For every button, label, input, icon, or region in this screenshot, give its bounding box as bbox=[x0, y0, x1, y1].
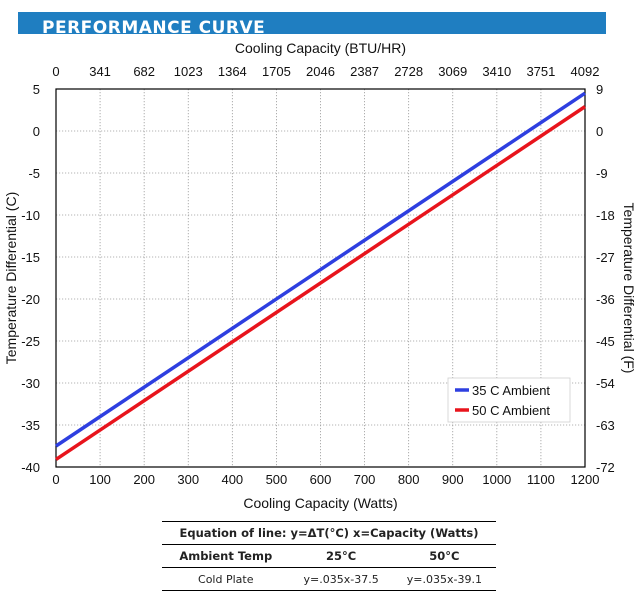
right-tick-label: 9 bbox=[596, 82, 603, 97]
x-tick-label: 1200 bbox=[571, 472, 600, 487]
table-cell: Cold Plate bbox=[162, 567, 290, 591]
y-tick-label: 0 bbox=[33, 124, 40, 139]
x-tick-label: 1100 bbox=[527, 472, 555, 487]
right-axis-title: Temperature Differential (F) bbox=[621, 203, 636, 374]
x-tick-label: 300 bbox=[177, 472, 199, 487]
top-axis-title: Cooling Capacity (BTU/HR) bbox=[235, 40, 406, 56]
x-tick-label: 800 bbox=[398, 472, 420, 487]
right-tick-label: -9 bbox=[596, 166, 608, 181]
top-tick-label: 1364 bbox=[218, 64, 247, 79]
right-tick-label: -63 bbox=[596, 418, 615, 433]
y-tick-label: -15 bbox=[21, 250, 40, 265]
table-cell: y=.035x-37.5 bbox=[289, 567, 393, 591]
column-header: Ambient Temp bbox=[162, 544, 290, 568]
right-tick-label: -54 bbox=[596, 376, 615, 391]
equation-table-title-row: Equation of line: y=ΔT(°C) x=Capacity (W… bbox=[162, 521, 496, 545]
legend-box bbox=[447, 377, 571, 423]
column-header: 50°C bbox=[392, 544, 496, 568]
right-tick-label: -36 bbox=[596, 292, 615, 307]
y-tick-label: -35 bbox=[21, 418, 40, 433]
page-title: PERFORMANCE CURVE bbox=[42, 18, 266, 34]
top-tick-label: 1023 bbox=[174, 64, 203, 79]
x-tick-label: 1000 bbox=[482, 472, 511, 487]
x-tick-label: 500 bbox=[266, 472, 288, 487]
legend-label: 50 C Ambient bbox=[472, 403, 550, 418]
performance-chart: 0 100 200 300 400 500 600 700 800 900 1000 1100 1200… bbox=[3, 40, 636, 511]
x-tick-label: 400 bbox=[221, 472, 243, 487]
top-tick-label: 682 bbox=[133, 64, 155, 79]
x-tick-label: 900 bbox=[442, 472, 464, 487]
x-tick-label: 0 bbox=[52, 472, 59, 487]
right-tick-label: 0 bbox=[596, 124, 603, 139]
y-axis-title: Temperature Differential (C) bbox=[3, 192, 19, 364]
top-tick-label: 4092 bbox=[571, 64, 600, 79]
top-tick-label: 2728 bbox=[394, 64, 423, 79]
equation-table-header-row: Ambient Temp 25°C 50°C bbox=[162, 544, 496, 568]
x-tick-label: 600 bbox=[310, 472, 332, 487]
y-tick-label: -5 bbox=[28, 166, 40, 181]
right-tick-label: -27 bbox=[596, 250, 615, 265]
column-header: 25°C bbox=[289, 544, 393, 568]
series-line bbox=[55, 105, 586, 461]
y-tick-label: 5 bbox=[33, 82, 40, 97]
top-tick-label: 3410 bbox=[482, 64, 511, 79]
table-cell: y=.035x-39.1 bbox=[392, 567, 496, 591]
top-tick-label: 1705 bbox=[262, 64, 291, 79]
top-tick-label: 2387 bbox=[350, 64, 379, 79]
y-tick-label: -20 bbox=[21, 292, 40, 307]
series-line bbox=[55, 91, 586, 448]
top-tick-label: 3751 bbox=[526, 64, 555, 79]
table-row: Cold Plate y=.035x-37.5 y=.035x-39.1 bbox=[162, 567, 496, 591]
x-axis-title: Cooling Capacity (Watts) bbox=[243, 495, 397, 511]
header-banner: PERFORMANCE CURVE bbox=[18, 12, 606, 34]
right-tick-label: -18 bbox=[596, 208, 615, 223]
plot-frame bbox=[55, 88, 586, 468]
legend-label: 35 C Ambient bbox=[472, 383, 550, 398]
x-tick-label: 700 bbox=[354, 472, 376, 487]
x-tick-label: 200 bbox=[133, 472, 155, 487]
right-tick-label: -45 bbox=[596, 334, 615, 349]
y-tick-label: -25 bbox=[21, 334, 40, 349]
top-tick-label: 2046 bbox=[306, 64, 335, 79]
y-tick-label: -40 bbox=[21, 460, 40, 475]
y-tick-label: -10 bbox=[21, 208, 40, 223]
top-tick-label: 341 bbox=[89, 64, 111, 79]
top-tick-label: 3069 bbox=[438, 64, 467, 79]
right-tick-label: -72 bbox=[596, 460, 615, 475]
equation-table: Equation of line: y=ΔT(°C) x=Capacity (W… bbox=[162, 521, 496, 591]
y-tick-label: -30 bbox=[21, 376, 40, 391]
x-tick-label: 100 bbox=[89, 472, 111, 487]
top-tick-label: 0 bbox=[52, 64, 59, 79]
equation-table-title: Equation of line: y=ΔT(°C) x=Capacity (W… bbox=[162, 521, 496, 545]
